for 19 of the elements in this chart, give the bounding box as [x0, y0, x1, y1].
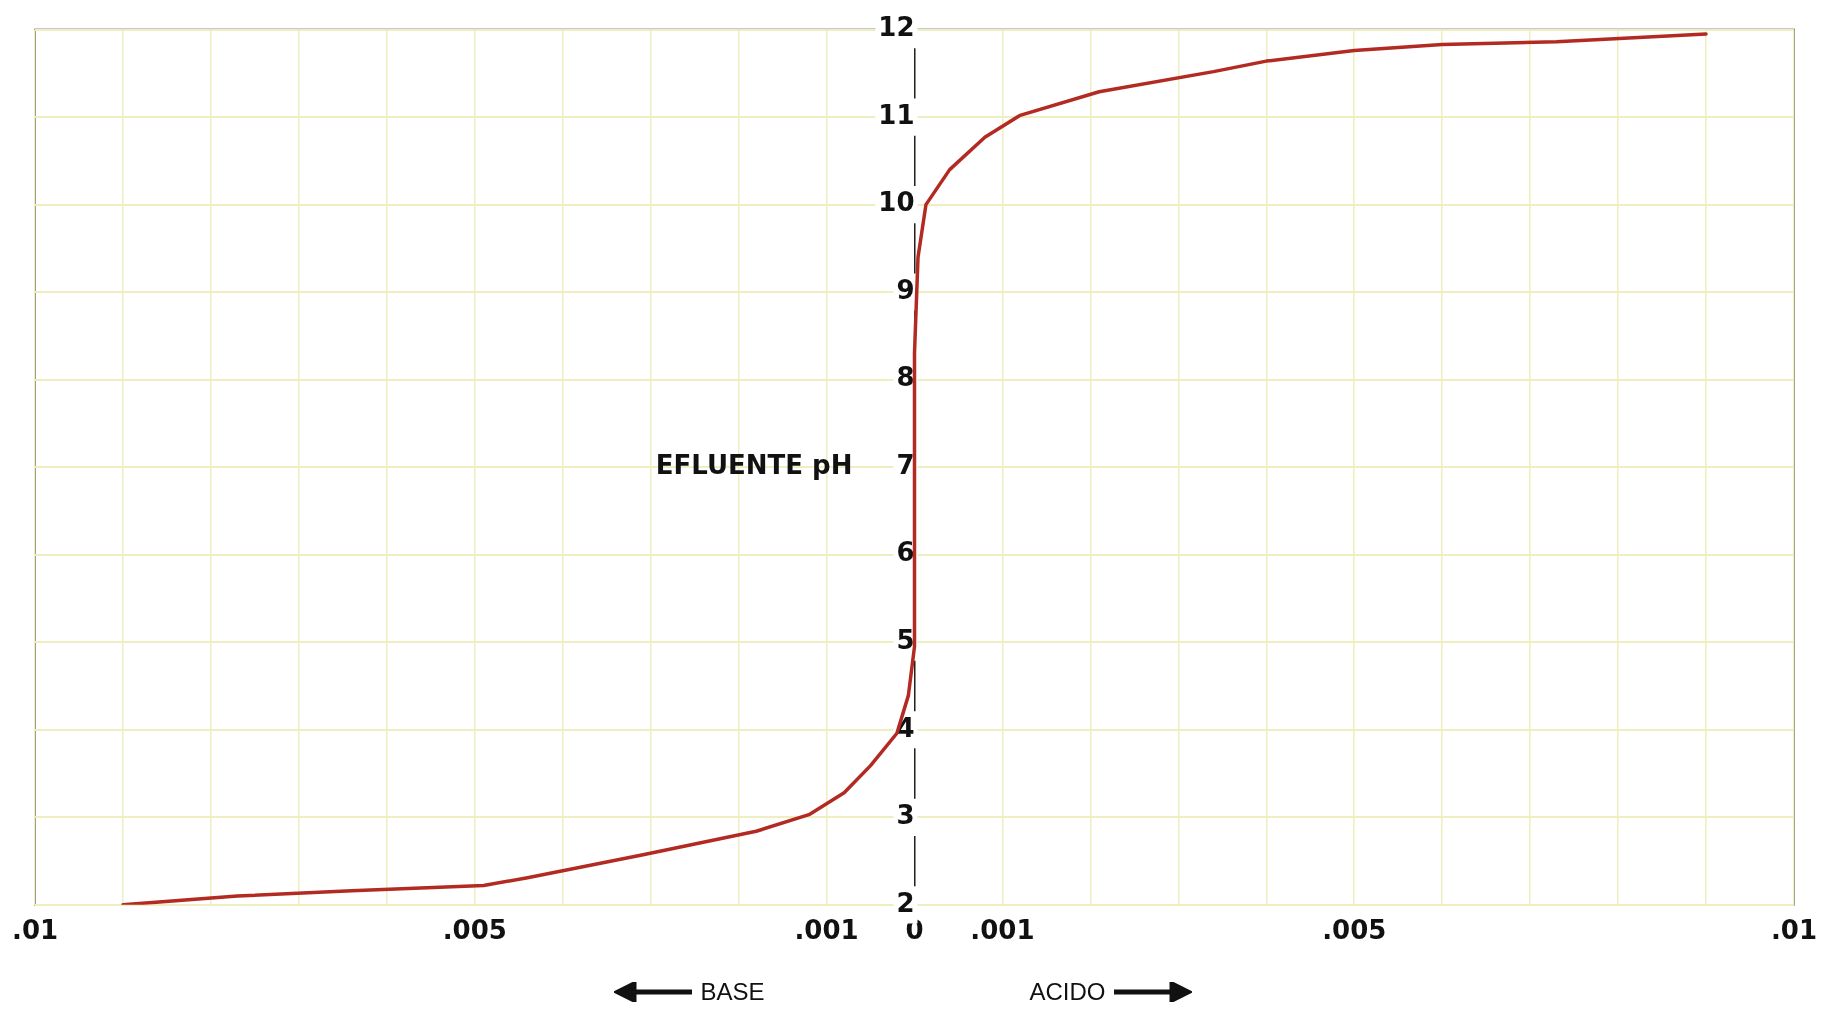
y-tick-label: 12 — [878, 12, 915, 43]
x-tick-label: .001 — [970, 915, 1035, 946]
y-tick-label: 11 — [878, 99, 915, 130]
y-tick-label: 2 — [896, 887, 915, 918]
y-tick-label: 9 — [896, 274, 915, 305]
x-tick-label: .01 — [1770, 915, 1817, 946]
x-tick-label: .01 — [12, 915, 59, 946]
y-tick-label: 10 — [878, 187, 915, 218]
text: ACIDO — [1029, 978, 1106, 1006]
y-tick-label: 6 — [896, 537, 915, 568]
x-tick-label: .005 — [442, 915, 507, 946]
x-tick-label: .005 — [1322, 915, 1387, 946]
y-tick-label: 8 — [896, 362, 915, 393]
y-axis-title: EFLUENTE pH — [655, 449, 853, 480]
x-tick-label: .001 — [794, 915, 859, 946]
y-tick-label: 7 — [896, 449, 915, 480]
y-tick-label: 5 — [896, 624, 915, 655]
y-tick-label: 3 — [896, 800, 915, 831]
text: BASE — [700, 978, 765, 1006]
